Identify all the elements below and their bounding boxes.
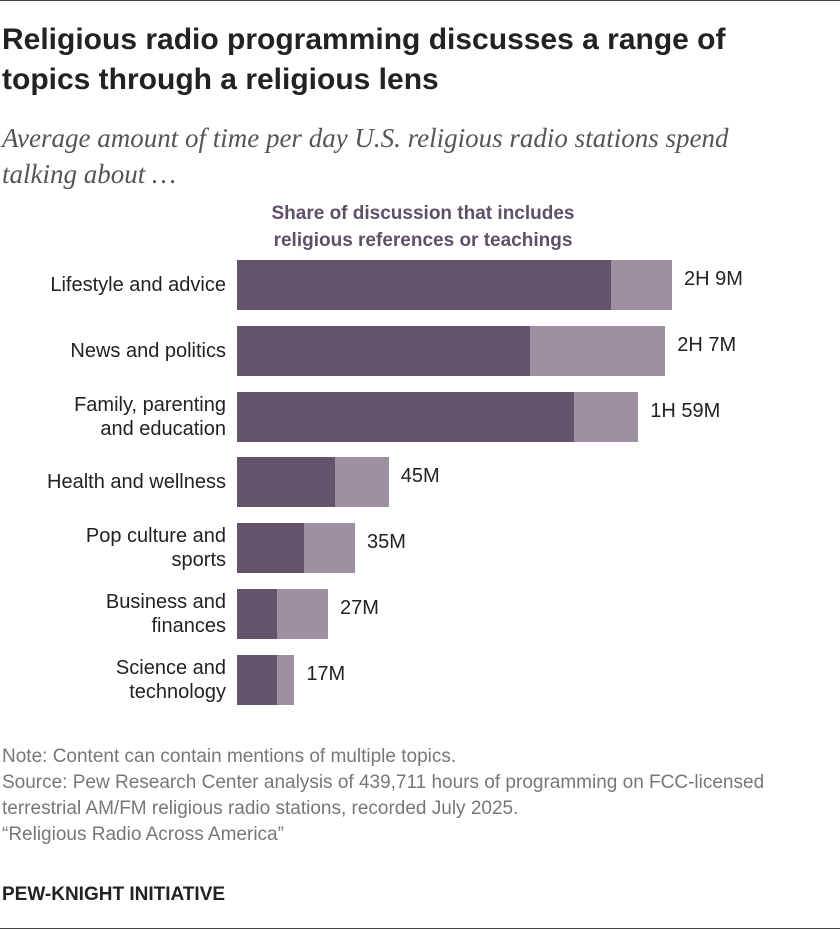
- bar-segment: [237, 391, 575, 442]
- top-rule: [0, 0, 840, 1]
- category-label: News and politics: [70, 339, 226, 362]
- bar-segment: [237, 523, 305, 574]
- value-label: 35M: [367, 531, 406, 554]
- category-label: Family, parenting and education: [74, 393, 226, 440]
- value-label: 45M: [400, 465, 440, 488]
- bar-segment: [277, 654, 295, 705]
- value-label: 17M: [306, 662, 346, 685]
- chart-title: Religious radio programming discusses a …: [2, 23, 726, 96]
- report-title: “Religious Radio Across America”: [2, 824, 284, 845]
- bar-segment: [237, 325, 531, 376]
- category-label: Science and technology: [115, 656, 226, 703]
- bar-segment: [237, 457, 335, 508]
- notes: Note: Content can contain mentions of mu…: [2, 744, 832, 848]
- source: Source: Pew Research Center analysis of …: [2, 772, 765, 819]
- value-label: 27M: [340, 597, 379, 619]
- bar-segment: [530, 325, 666, 376]
- footer: PEW-KNIGHT INITIATIVE: [2, 884, 226, 905]
- value-label: 2H 9M: [683, 268, 743, 290]
- bottom-rule: [0, 928, 840, 929]
- category-label: Health and wellness: [47, 471, 226, 494]
- bar-segment: [237, 589, 278, 639]
- bar-segment: [334, 457, 389, 508]
- bar-segment: [574, 391, 639, 442]
- legend-label: Share of discussion that includes religi…: [271, 203, 575, 251]
- category-label: Pop culture and sports: [85, 525, 226, 572]
- bar-segment: [237, 654, 278, 705]
- bar-segment: [237, 260, 612, 310]
- value-label: 1H 59M: [650, 399, 721, 422]
- bar-segment: [611, 260, 672, 310]
- value-label: 2H 7M: [677, 333, 737, 356]
- bar-segment: [277, 589, 329, 639]
- category-label: Business and finances: [105, 591, 226, 637]
- category-label: Lifestyle and advice: [50, 274, 226, 296]
- bar-segment: [304, 523, 356, 574]
- chart-subtitle: Average amount of time per day U.S. reli…: [2, 123, 729, 189]
- note: Note: Content can contain mentions of mu…: [2, 746, 457, 767]
